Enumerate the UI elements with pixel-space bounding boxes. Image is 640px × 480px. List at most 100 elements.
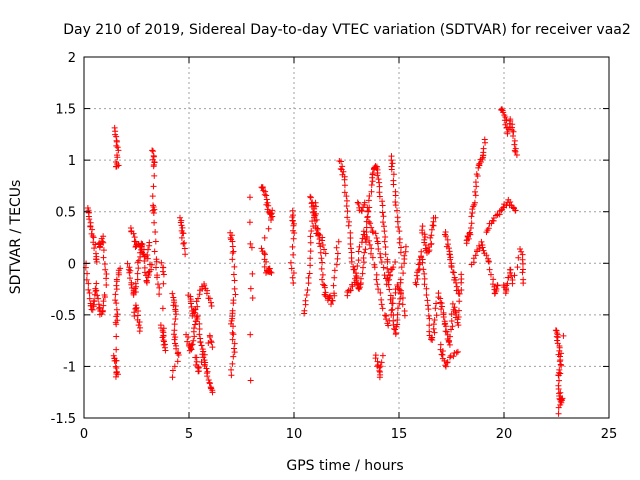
- data-point: [358, 239, 365, 246]
- data-point: [378, 296, 385, 303]
- data-point: [379, 202, 386, 209]
- data-point: [86, 295, 93, 302]
- x-tick-label: 25: [601, 427, 618, 442]
- data-point: [365, 208, 372, 215]
- data-point: [472, 252, 479, 259]
- data-point: [373, 276, 380, 283]
- data-point: [385, 322, 392, 329]
- data-point: [429, 334, 436, 341]
- data-point: [307, 194, 314, 201]
- data-point: [113, 333, 120, 340]
- data-point: [172, 334, 179, 341]
- data-point: [448, 264, 455, 271]
- data-point: [103, 282, 110, 289]
- data-point: [170, 331, 177, 338]
- data-point: [150, 204, 157, 211]
- data-point: [455, 322, 462, 329]
- data-point: [93, 258, 100, 265]
- data-point: [422, 233, 429, 240]
- data-point: [143, 278, 150, 285]
- data-point: [348, 249, 355, 256]
- data-point: [136, 328, 143, 335]
- data-point: [229, 360, 236, 367]
- data-point: [355, 257, 362, 264]
- data-point: [471, 199, 478, 206]
- data-point: [428, 232, 435, 239]
- data-point: [421, 270, 428, 277]
- data-point: [421, 275, 428, 282]
- data-point: [195, 368, 202, 375]
- data-point: [287, 259, 294, 266]
- data-point: [160, 271, 167, 278]
- data-point: [205, 376, 212, 383]
- data-point: [500, 109, 507, 116]
- data-point: [134, 276, 141, 283]
- data-point: [328, 297, 335, 304]
- data-point: [397, 291, 404, 298]
- data-point: [159, 268, 166, 275]
- data-point: [425, 306, 432, 313]
- data-point: [390, 171, 397, 178]
- data-point: [559, 395, 566, 402]
- data-point: [99, 307, 106, 314]
- grid-lines: [84, 57, 609, 418]
- data-point: [402, 243, 409, 250]
- data-point: [368, 224, 375, 231]
- data-point: [419, 223, 426, 230]
- data-point: [179, 224, 186, 231]
- data-point: [318, 255, 325, 262]
- data-point: [432, 305, 439, 312]
- data-point: [232, 291, 239, 298]
- data-point: [370, 229, 377, 236]
- data-point: [376, 369, 383, 376]
- data-point: [347, 287, 354, 294]
- data-point: [248, 244, 255, 251]
- data-point: [517, 246, 524, 253]
- data-point: [415, 261, 422, 268]
- data-point: [91, 245, 98, 252]
- data-point: [290, 251, 297, 258]
- data-points: [82, 106, 567, 417]
- data-point: [335, 238, 342, 245]
- data-point: [376, 183, 383, 190]
- data-point: [453, 349, 460, 356]
- data-point: [473, 171, 480, 178]
- data-point: [376, 367, 383, 374]
- data-point: [357, 275, 364, 282]
- data-point: [307, 248, 314, 255]
- data-point: [101, 292, 108, 299]
- data-point: [177, 219, 184, 226]
- data-point: [361, 249, 368, 256]
- data-point: [396, 300, 403, 307]
- data-point: [138, 246, 145, 253]
- data-point: [191, 325, 198, 332]
- data-point: [448, 317, 455, 324]
- data-point: [468, 213, 475, 220]
- data-point: [311, 205, 318, 212]
- data-point: [341, 176, 348, 183]
- data-point: [384, 265, 391, 272]
- axis-ticks: 0 5 10 15 20 25 -1.5 -1 -0.5 0 0.5 1 1.5 2: [51, 51, 618, 442]
- data-point: [196, 291, 203, 298]
- data-point: [331, 290, 338, 297]
- data-point: [443, 328, 450, 335]
- data-point: [148, 261, 155, 268]
- data-point: [444, 359, 451, 366]
- data-point: [85, 280, 92, 287]
- data-point: [395, 285, 402, 292]
- data-point: [507, 117, 514, 124]
- data-point: [560, 332, 567, 339]
- data-point: [343, 202, 350, 209]
- data-point: [451, 304, 458, 311]
- data-point: [261, 250, 268, 257]
- data-point: [230, 300, 237, 307]
- data-point: [135, 265, 142, 272]
- data-point: [412, 279, 419, 286]
- data-point: [388, 157, 395, 164]
- data-point: [181, 239, 188, 246]
- data-point: [498, 106, 505, 113]
- data-point: [389, 306, 396, 313]
- data-point: [114, 311, 121, 318]
- data-point: [557, 401, 564, 408]
- data-point: [375, 286, 382, 293]
